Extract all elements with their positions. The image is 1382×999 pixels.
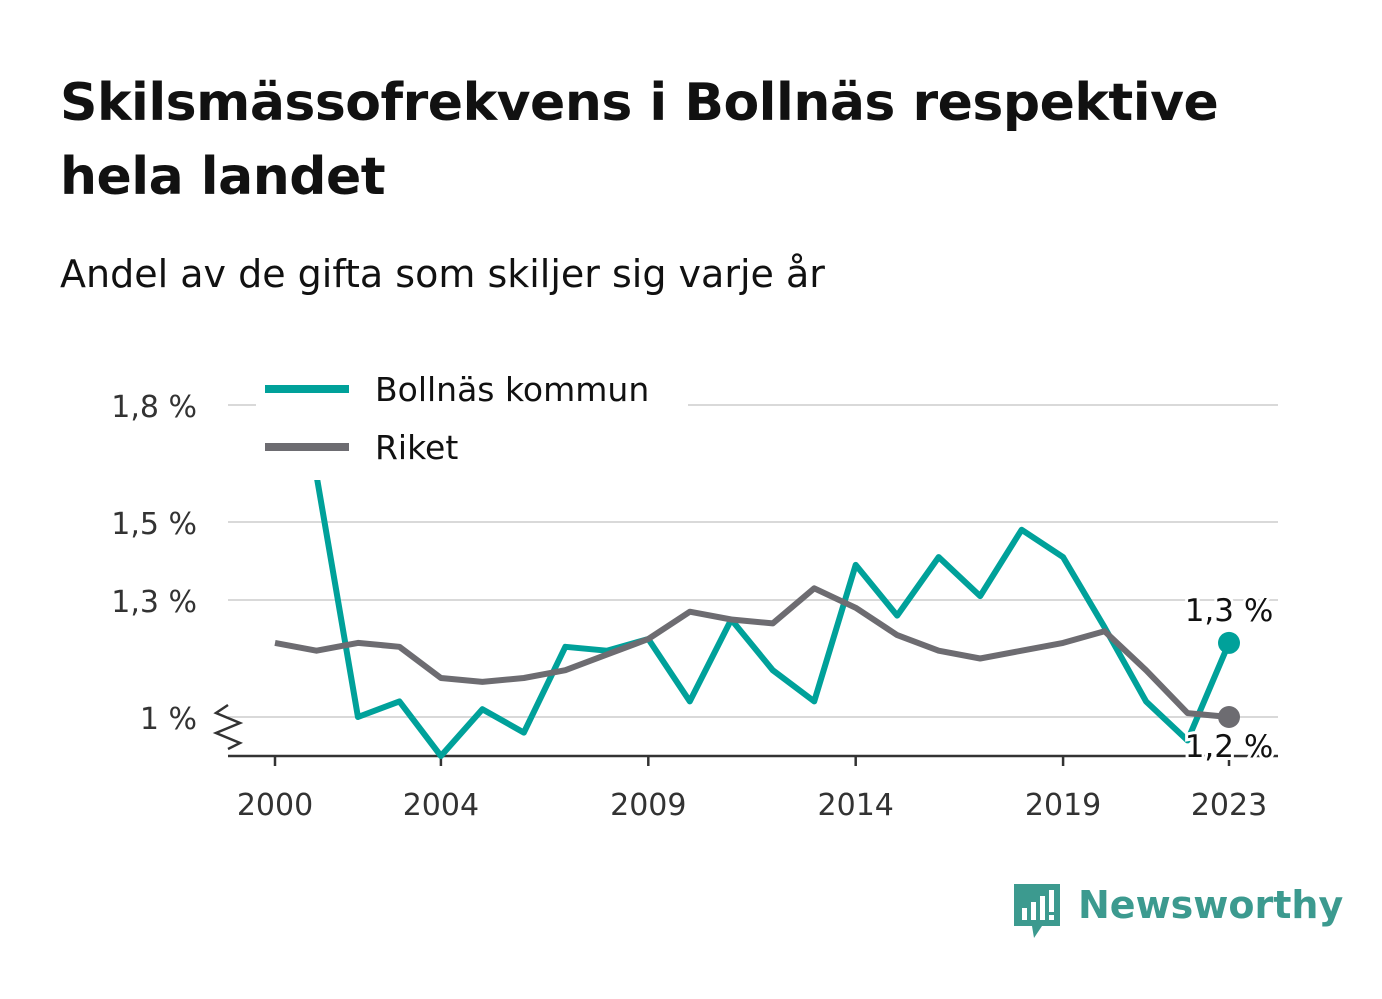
series-line-1	[274, 585, 1230, 720]
axes: 1 % 1,3 % 1,5 % 1,8 % 2000 2004 2009 2014 2019 20…	[111, 390, 1278, 823]
y-tick-label: 1 %	[140, 702, 197, 737]
x-tick-label: 2019	[1025, 788, 1101, 823]
x-tick-label: 2009	[610, 788, 686, 823]
end-labels: 1,3 % 1,2 %	[1182, 590, 1277, 768]
series-line-0	[313, 474, 1232, 759]
x-tick-label: 2004	[403, 788, 479, 823]
chart-subtitle: Andel av de gifta som skiljer sig varje …	[60, 252, 825, 296]
legend-label-1: Riket	[375, 428, 458, 467]
x-tick-label: 2023	[1191, 788, 1267, 823]
series-lines	[273, 437, 1240, 759]
newsworthy-logo-icon	[1014, 884, 1060, 938]
legend: Bollnäs kommun Riket	[256, 366, 688, 480]
brand-name: Newsworthy	[1078, 883, 1344, 927]
x-tick-label: 2014	[818, 788, 894, 823]
series-end-label-1: 1,2 %	[1185, 729, 1274, 765]
series-end-label-0: 1,3 %	[1185, 593, 1274, 629]
brand-logo: Newsworthy	[1012, 880, 1343, 944]
chart-title: Skilsmässofrekvens i Bollnäs respektive …	[60, 73, 1219, 207]
series-end-point-1	[1218, 706, 1240, 728]
x-tick-label: 2000	[237, 788, 313, 823]
series-end-point-0	[1218, 631, 1240, 654]
y-tick-label: 1,8 %	[111, 390, 197, 425]
y-tick-label: 1,5 %	[111, 507, 197, 542]
y-axis-break-icon	[212, 703, 244, 751]
y-tick-label: 1,3 %	[111, 585, 197, 620]
legend-label-0: Bollnäs kommun	[375, 370, 649, 409]
